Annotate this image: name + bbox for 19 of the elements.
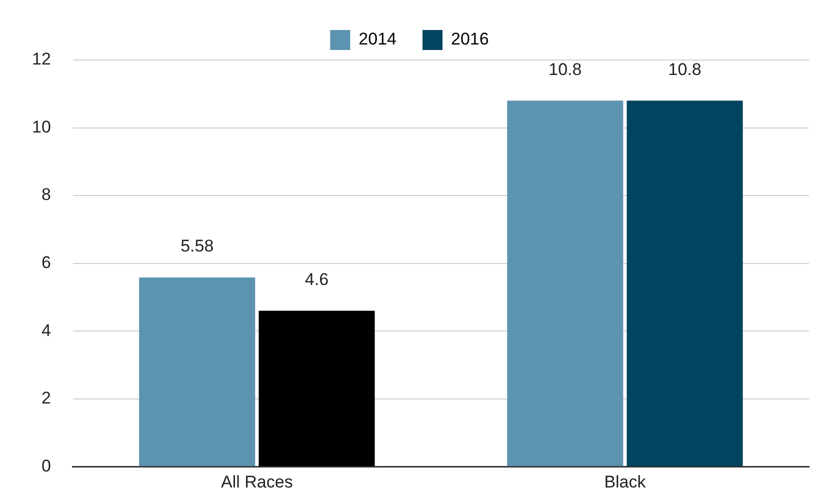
- y-tick-label: 12: [32, 50, 51, 69]
- y-tick-label: 4: [41, 320, 51, 340]
- bar: [626, 100, 743, 466]
- x-tick-label: All Races: [221, 472, 293, 492]
- legend-label: 2014: [358, 30, 397, 49]
- y-tick-label: 6: [41, 252, 51, 272]
- y-tick-label: 0: [41, 456, 51, 476]
- y-tick-label: 10: [32, 117, 51, 136]
- x-tick-label: Black: [604, 472, 646, 492]
- y-tick-label: 2: [41, 388, 51, 408]
- bar: [507, 100, 624, 466]
- data-label: 10.8: [548, 60, 582, 79]
- data-label: 4.6: [304, 270, 329, 289]
- y-tick-label: 8: [41, 185, 51, 204]
- legend-label: 2016: [451, 30, 489, 49]
- bar: [139, 278, 256, 466]
- data-label: 5.58: [180, 236, 214, 256]
- data-label: 10.8: [668, 60, 702, 79]
- bar: [258, 310, 375, 466]
